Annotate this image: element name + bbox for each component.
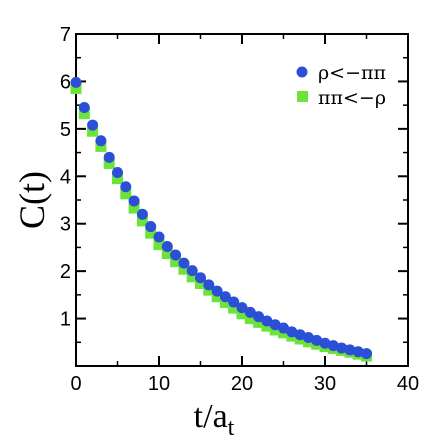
- x-tick-label: 0: [70, 373, 81, 395]
- data-point-square: [211, 291, 223, 303]
- y-tick-label: 1: [60, 309, 71, 331]
- axis-ticks: [75, 33, 409, 366]
- y-axis-title: C(t): [12, 171, 52, 229]
- data-point-square: [70, 83, 82, 95]
- data-point-circle: [286, 326, 298, 338]
- data-point-circle: [269, 319, 281, 331]
- data-point-square: [219, 296, 231, 308]
- data-point-circle: [95, 135, 107, 147]
- data-point-square: [228, 302, 240, 314]
- x-axis-title-subscript: t: [228, 415, 235, 441]
- x-tick-labels: 0 10 20 30 40: [70, 373, 419, 395]
- data-point-circle: [103, 151, 115, 163]
- data-point-circle: [70, 76, 82, 88]
- data-point-square: [112, 173, 123, 185]
- legend-label-series1: ρ<−ππ: [318, 62, 386, 84]
- legend-marker-series1: [296, 66, 308, 78]
- y-tick-labels: 1 2 3 4 5 6 7: [60, 24, 71, 331]
- data-point-circle: [87, 119, 99, 131]
- data-point-circle: [186, 265, 198, 277]
- legend-marker-series2: [297, 91, 308, 102]
- data-point-circle: [128, 195, 140, 207]
- data-series: [70, 76, 372, 362]
- data-point-square: [78, 108, 90, 120]
- data-point-circle: [294, 329, 306, 341]
- data-point-square: [145, 227, 157, 239]
- data-point-square: [136, 215, 148, 227]
- data-point-square: [195, 277, 206, 289]
- data-point-circle: [153, 231, 165, 243]
- data-point-circle: [120, 181, 132, 193]
- y-tick-label: 7: [60, 24, 71, 46]
- data-point-square: [244, 313, 256, 325]
- data-point-circle: [261, 315, 273, 327]
- x-tick-label: 40: [397, 373, 419, 395]
- x-tick-label: 10: [148, 373, 170, 395]
- data-point-circle: [361, 348, 372, 360]
- data-point-circle: [228, 296, 240, 308]
- data-point-circle: [311, 334, 323, 346]
- y-tick-label: 5: [60, 119, 71, 141]
- data-point-circle: [145, 221, 157, 233]
- data-point-square: [170, 256, 182, 268]
- data-point-square: [153, 239, 165, 251]
- y-tick-label: 6: [60, 71, 71, 93]
- legend-label-series2: ππ<−ρ: [318, 87, 386, 109]
- data-point-circle: [219, 291, 231, 303]
- data-point-square: [87, 125, 99, 137]
- data-point-circle: [136, 208, 148, 220]
- legend: ρ<−ππ ππ<−ρ: [296, 62, 386, 109]
- data-point-circle: [244, 306, 256, 318]
- data-point-circle: [327, 340, 339, 352]
- x-tick-label: 20: [231, 373, 253, 395]
- data-point-circle: [302, 332, 314, 344]
- y-tick-label: 2: [60, 261, 71, 283]
- data-point-square: [236, 308, 248, 320]
- data-point-square: [95, 140, 107, 152]
- data-point-circle: [78, 102, 90, 114]
- data-point-circle: [319, 337, 331, 349]
- data-point-square: [186, 271, 198, 283]
- x-axis-title: t/at: [194, 398, 235, 441]
- data-point-circle: [195, 272, 206, 284]
- data-point-square: [120, 188, 132, 200]
- data-point-circle: [344, 344, 356, 356]
- x-tick-label: 30: [314, 373, 336, 395]
- data-point-circle: [236, 302, 248, 314]
- series-circles: [70, 76, 372, 360]
- x-axis-title-main: t/a: [194, 398, 228, 435]
- data-point-circle: [211, 285, 223, 297]
- data-point-circle: [336, 342, 348, 354]
- data-point-square: [161, 248, 173, 260]
- y-tick-label: 3: [60, 214, 71, 236]
- data-point-circle: [203, 279, 215, 291]
- data-point-circle: [170, 249, 182, 261]
- data-point-square: [103, 157, 115, 169]
- data-point-circle: [112, 166, 123, 178]
- data-point-square: [253, 316, 265, 328]
- data-point-circle: [278, 322, 289, 334]
- data-point-circle: [352, 346, 364, 358]
- data-point-circle: [253, 311, 265, 323]
- data-point-square: [178, 263, 190, 275]
- y-tick-label: 4: [60, 166, 71, 188]
- data-point-circle: [178, 257, 190, 269]
- data-point-circle: [161, 240, 173, 252]
- data-point-square: [128, 202, 140, 214]
